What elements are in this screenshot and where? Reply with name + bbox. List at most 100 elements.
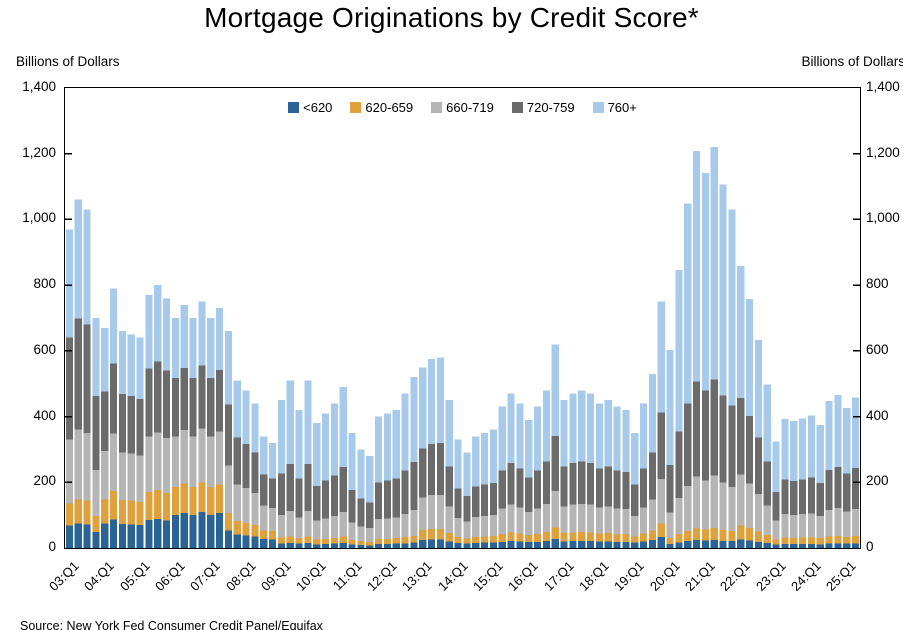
bar-segment bbox=[516, 541, 524, 548]
bar-segment bbox=[375, 519, 383, 539]
bar-segment bbox=[498, 533, 506, 542]
bar-segment bbox=[118, 331, 126, 394]
bar-segment bbox=[657, 523, 665, 537]
bar-segment bbox=[834, 535, 842, 544]
bar-segment bbox=[436, 528, 444, 540]
bar-segment bbox=[110, 490, 118, 520]
bar-segment bbox=[472, 516, 480, 537]
bar-segment bbox=[445, 400, 453, 467]
bar-segment bbox=[366, 545, 374, 548]
bar-segment bbox=[754, 493, 762, 532]
bar-segment bbox=[428, 539, 436, 548]
bar-segment bbox=[366, 541, 374, 546]
bar-segment bbox=[728, 541, 736, 548]
bar-segment bbox=[101, 523, 109, 548]
bar-segment bbox=[233, 437, 241, 485]
bar-segment bbox=[631, 515, 639, 537]
bar-segment bbox=[481, 433, 489, 485]
bar-segment bbox=[118, 500, 126, 525]
bar-segment bbox=[799, 544, 807, 548]
bar-segment bbox=[542, 390, 550, 462]
bar-segment bbox=[348, 539, 356, 545]
bar-segment bbox=[790, 537, 798, 545]
plot-area: <620 620-659 660-719 720-759 760+ bbox=[64, 87, 861, 549]
bar-segment bbox=[189, 436, 197, 488]
bar-segment bbox=[445, 506, 453, 534]
bar-segment bbox=[286, 536, 294, 544]
bar-segment bbox=[357, 449, 365, 499]
bar-segment bbox=[260, 530, 268, 540]
bar-segment bbox=[498, 508, 506, 534]
bar-segment bbox=[224, 331, 232, 405]
bar-segment bbox=[640, 533, 648, 542]
bar-segment bbox=[357, 526, 365, 542]
bar-segment bbox=[198, 512, 206, 548]
bar-segment bbox=[154, 361, 162, 433]
bar-segment bbox=[216, 513, 224, 548]
bar-segment bbox=[383, 544, 391, 548]
bar-segment bbox=[428, 528, 436, 540]
bar-segment bbox=[657, 301, 665, 413]
bar-segment bbox=[640, 468, 648, 508]
bar-segment bbox=[118, 393, 126, 453]
bar-segment bbox=[516, 403, 524, 469]
bar-segment bbox=[189, 514, 197, 548]
bar-segment bbox=[587, 532, 595, 542]
bar-segment bbox=[136, 455, 144, 502]
bar-segment bbox=[693, 151, 701, 382]
bar-segment bbox=[843, 473, 851, 512]
bar-segment bbox=[295, 543, 303, 548]
bar-segment bbox=[366, 456, 374, 503]
bar-segment bbox=[675, 431, 683, 499]
bar-segment bbox=[322, 413, 330, 481]
bar-segment bbox=[507, 532, 515, 542]
bar-segment bbox=[595, 468, 603, 508]
bar-segment bbox=[313, 520, 321, 540]
y-axis-tick-label-right: 1,400 bbox=[866, 79, 900, 94]
bar-segment bbox=[622, 541, 630, 548]
bar-segment bbox=[463, 452, 471, 496]
x-axis-tick-label: 19:Q1 bbox=[611, 558, 648, 594]
bar-segment bbox=[666, 465, 674, 513]
bar-segment bbox=[127, 453, 135, 501]
bar-segment bbox=[269, 442, 277, 479]
bar-segment bbox=[701, 480, 709, 530]
bar-segment bbox=[410, 542, 418, 548]
bar-segment bbox=[807, 477, 815, 514]
bar-segment bbox=[825, 400, 833, 471]
x-axis-tick-label: 20:Q1 bbox=[646, 558, 683, 594]
bar-segment bbox=[728, 405, 736, 487]
bar-segment bbox=[648, 499, 656, 531]
bar-segment bbox=[825, 509, 833, 537]
bar-segment bbox=[154, 519, 162, 548]
x-axis-tick-label: 13:Q1 bbox=[399, 558, 436, 594]
bar-segment bbox=[454, 488, 462, 518]
bar-segment bbox=[763, 461, 771, 506]
bar-segment bbox=[251, 525, 259, 537]
bar-segment bbox=[136, 337, 144, 399]
bar-segment bbox=[74, 318, 82, 430]
bar-segment bbox=[701, 529, 709, 541]
bar-segment bbox=[357, 498, 365, 527]
bar-segment bbox=[277, 537, 285, 544]
bar-segment bbox=[383, 480, 391, 519]
x-axis-tick-label: 18:Q1 bbox=[576, 558, 612, 594]
bar-segment bbox=[277, 543, 285, 548]
x-axis-tick-label: 16:Q1 bbox=[505, 558, 542, 594]
bar-segment bbox=[101, 451, 109, 500]
bar-segment bbox=[180, 304, 188, 368]
bar-segment bbox=[657, 412, 665, 479]
bar-segment bbox=[251, 403, 259, 453]
bar-segment bbox=[260, 436, 268, 475]
bar-segment bbox=[304, 543, 312, 548]
bar-segment bbox=[613, 508, 621, 534]
bar-segment bbox=[790, 544, 798, 548]
bar-segment bbox=[569, 462, 577, 505]
bar-segment bbox=[507, 541, 515, 548]
bar-segment bbox=[313, 423, 321, 486]
bar-segment bbox=[790, 480, 798, 516]
bar-segment bbox=[675, 270, 683, 432]
bar-segment bbox=[852, 468, 860, 509]
bar-segment bbox=[799, 418, 807, 480]
bar-segment bbox=[481, 542, 489, 548]
